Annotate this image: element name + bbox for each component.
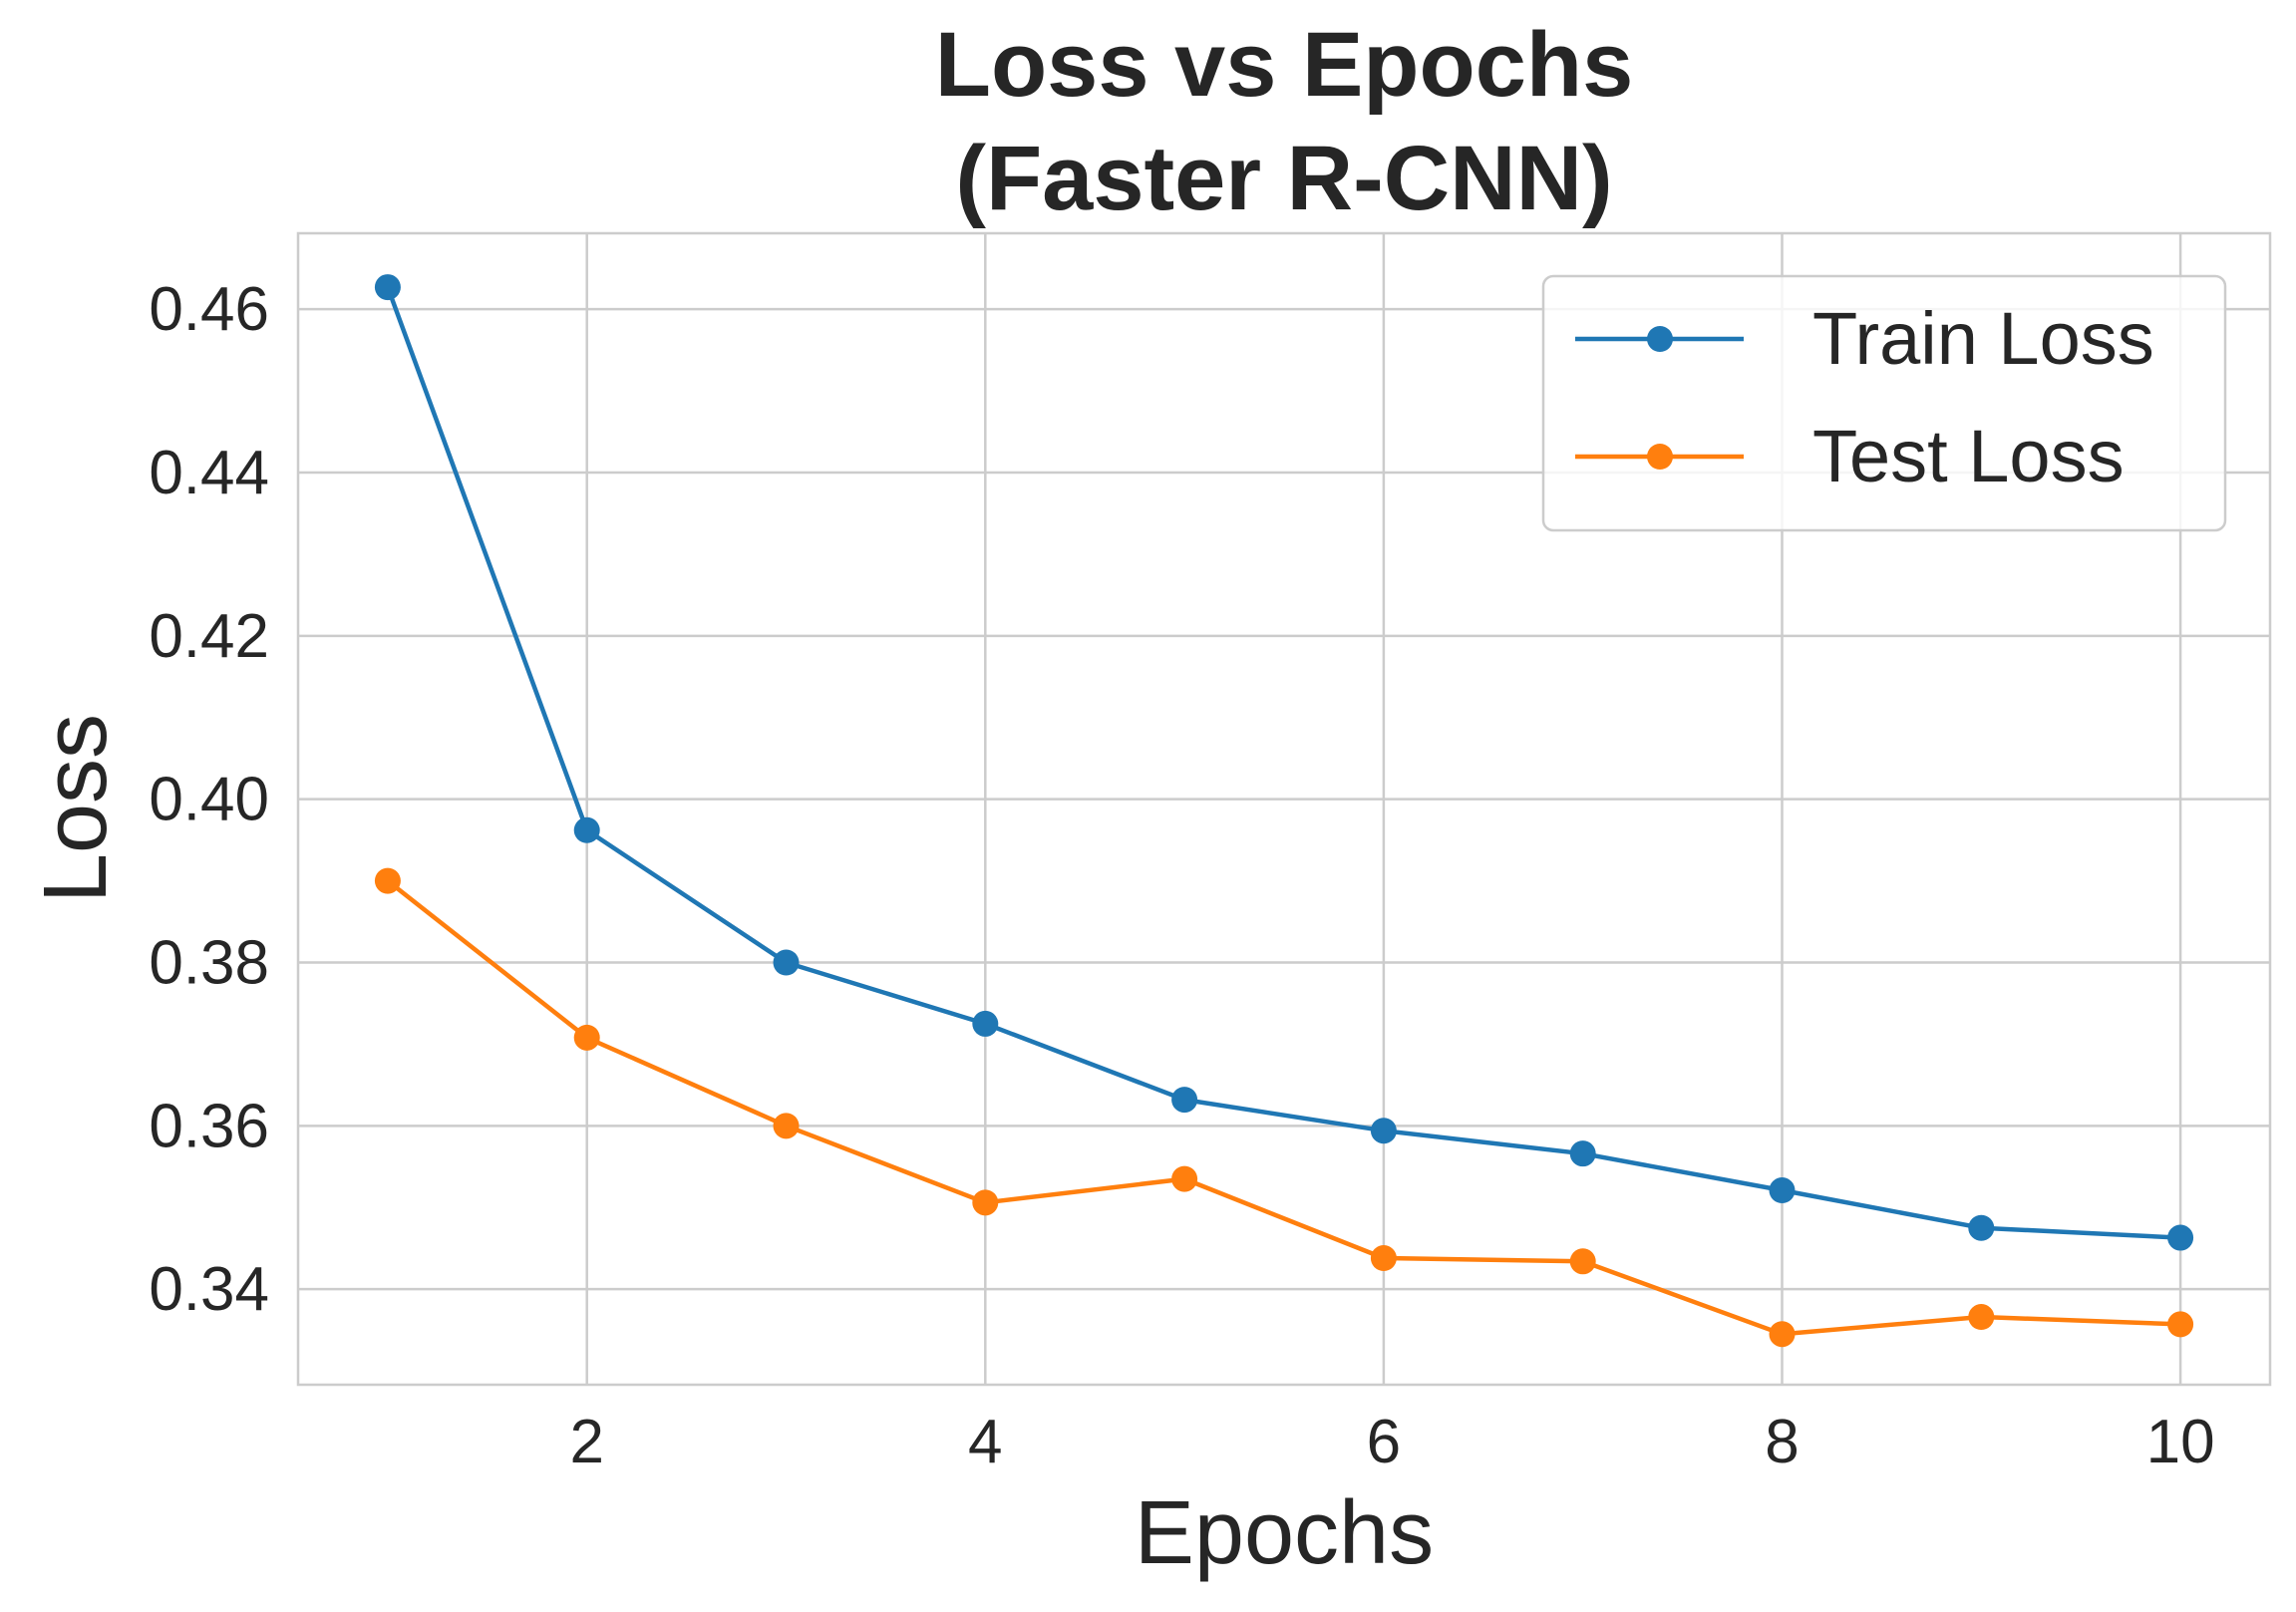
train-loss-line xyxy=(385,284,2183,1240)
train-loss-point xyxy=(1171,1087,1198,1114)
legend: Train Loss Test Loss xyxy=(1541,274,2227,532)
test-loss-point xyxy=(1968,1304,1995,1331)
train-loss-point xyxy=(1370,1118,1397,1144)
x-axis-label: Epochs xyxy=(1135,1483,1434,1583)
grid xyxy=(298,233,2270,1385)
legend-train-loss-label: Train Loss xyxy=(1812,297,2154,380)
legend-test-loss-marker xyxy=(1647,444,1673,470)
train-loss-point xyxy=(374,274,401,301)
series-lines xyxy=(385,284,2183,1337)
chart-subtitle: (Faster R-CNN) xyxy=(955,128,1612,229)
plot-frame xyxy=(296,231,2272,1387)
y-tick-label: 0.38 xyxy=(149,929,269,998)
test-loss-line xyxy=(385,878,2183,1337)
train-loss-point xyxy=(773,949,800,976)
x-tick-label: 8 xyxy=(1765,1408,1799,1476)
legend-train-loss-marker xyxy=(1647,326,1673,352)
test-loss-point xyxy=(972,1189,999,1216)
test-loss-point xyxy=(573,1024,600,1051)
chart-title: Loss vs Epochs xyxy=(935,14,1633,116)
x-tick-label: 4 xyxy=(968,1408,1002,1476)
series-markers xyxy=(374,274,2194,1348)
test-loss-point xyxy=(1171,1165,1198,1192)
train-loss-point xyxy=(2167,1224,2194,1251)
y-tick-label: 0.34 xyxy=(149,1255,269,1324)
train-loss-point xyxy=(1968,1214,1995,1241)
y-tick-label: 0.44 xyxy=(149,439,269,507)
y-tick-label: 0.40 xyxy=(149,766,269,834)
test-loss-point xyxy=(1370,1245,1397,1272)
x-tick-label: 10 xyxy=(2146,1408,2215,1476)
train-loss-point xyxy=(573,816,600,843)
y-tick-label: 0.42 xyxy=(149,602,269,671)
test-loss-point xyxy=(1569,1248,1596,1275)
y-axis-label: Loss xyxy=(26,714,126,903)
test-loss-point xyxy=(374,867,401,894)
x-tick-labels: 2 4 6 8 10 xyxy=(569,1408,2214,1476)
x-tick-label: 6 xyxy=(1367,1408,1401,1476)
x-tick-label: 2 xyxy=(569,1408,603,1476)
y-tick-label: 0.46 xyxy=(149,275,269,344)
test-loss-point xyxy=(2167,1311,2194,1338)
test-loss-point xyxy=(773,1113,800,1139)
test-loss-point xyxy=(1769,1321,1796,1348)
train-loss-point xyxy=(972,1010,999,1037)
train-loss-point xyxy=(1769,1177,1796,1204)
y-tick-labels: 0.34 0.36 0.38 0.40 0.42 0.44 0.46 xyxy=(149,275,269,1324)
legend-test-loss-label: Test Loss xyxy=(1812,415,2125,497)
train-loss-point xyxy=(1569,1140,1596,1167)
y-tick-label: 0.36 xyxy=(149,1092,269,1160)
